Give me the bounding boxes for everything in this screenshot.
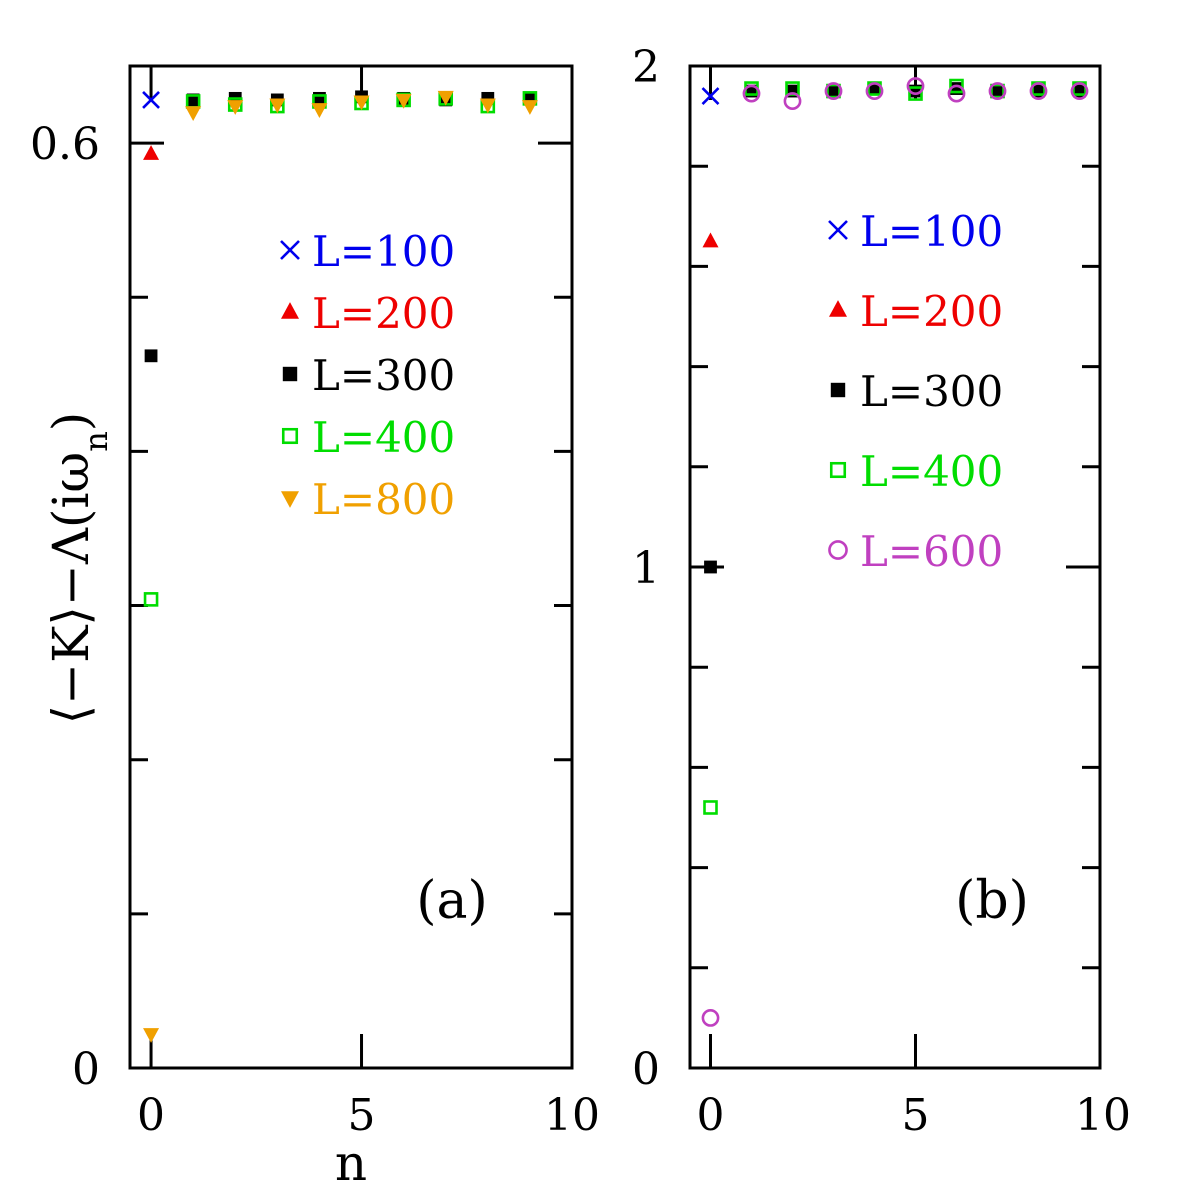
legend-label: L=800	[312, 475, 455, 524]
data-point	[143, 1028, 160, 1043]
data-point	[313, 91, 326, 105]
data-point	[1029, 82, 1048, 100]
y-tick-label: 2	[632, 42, 660, 93]
data-point	[824, 82, 843, 100]
x-tick-label: 0	[137, 1090, 165, 1141]
data-point	[991, 84, 1004, 98]
panel-label: (b)	[955, 871, 1029, 931]
data-point	[185, 106, 202, 122]
legend-marker	[829, 461, 847, 479]
legend-marker	[828, 220, 848, 240]
data-point	[479, 98, 496, 114]
x-tick-label: 5	[902, 1090, 930, 1141]
data-point	[742, 84, 761, 103]
data-point	[826, 83, 841, 99]
legend-label: L=100	[312, 227, 455, 276]
data-point	[703, 800, 718, 815]
legend-marker	[829, 300, 847, 317]
y-tick-label: 0	[72, 1044, 100, 1095]
legend: L=100 L=200 L=300 L=400 L=800	[280, 227, 455, 524]
data-point	[311, 103, 328, 118]
data-point	[704, 560, 717, 574]
data-point	[353, 95, 370, 111]
series-l-400	[143, 91, 538, 607]
data-point	[701, 87, 720, 105]
series-l-200	[702, 232, 719, 248]
legend-label: L=600	[860, 527, 1003, 576]
data-point	[395, 93, 412, 109]
y-tick-label: 1	[632, 543, 660, 594]
x-tick-label: 10	[1075, 1090, 1131, 1141]
data-point	[143, 592, 159, 607]
panel-a: 0 5 10 0 0.6 n ⟨−K⟩−Λ(iωn) L=100 L=200 L=300 L=400…	[30, 64, 600, 1192]
legend-label: L=100	[860, 207, 1003, 256]
data-point	[437, 90, 454, 106]
data-point	[142, 90, 160, 109]
legend-marker	[281, 491, 299, 508]
data-point	[144, 349, 158, 363]
series-l-600	[701, 77, 1089, 1027]
series-l-800	[143, 90, 538, 1043]
legend-label: L=200	[860, 287, 1003, 336]
legend-marker	[828, 540, 848, 560]
x-tick-label: 5	[348, 1090, 376, 1141]
legend-marker	[830, 382, 846, 398]
legend-label: L=400	[312, 413, 455, 462]
data-point	[990, 83, 1005, 99]
data-point	[908, 86, 923, 101]
series-l-100	[701, 87, 720, 105]
panel-label: (a)	[416, 871, 488, 931]
data-point	[949, 78, 964, 94]
legend-label: L=200	[312, 289, 455, 338]
data-point	[783, 92, 802, 110]
legend-label: L=300	[312, 351, 455, 400]
x-tick-label: 10	[544, 1090, 600, 1141]
plot-frame	[128, 64, 574, 1070]
x-tick-label: 0	[697, 1090, 725, 1141]
data-point	[865, 82, 884, 100]
data-point	[269, 98, 286, 114]
data-point	[827, 84, 840, 98]
legend-label: L=400	[860, 447, 1003, 496]
legend-marker	[281, 427, 299, 445]
legend-marker	[280, 240, 300, 260]
legend-label: L=300	[860, 367, 1003, 416]
series-l-200	[143, 145, 160, 160]
panel-b: 0 5 10 0 1 2 L=100 L=200 L=300 L=400 L=600 (b)	[632, 42, 1131, 1141]
x-axis-title: n	[335, 1134, 367, 1192]
data-point	[988, 82, 1007, 100]
data-point	[947, 84, 966, 103]
y-tick-label: 0	[632, 1044, 660, 1095]
data-point	[143, 145, 160, 160]
data-point	[906, 77, 925, 95]
legend-marker	[281, 302, 299, 319]
y-tick-label: 0.6	[30, 119, 100, 170]
data-point	[521, 100, 538, 115]
data-point	[227, 100, 244, 115]
data-point	[701, 1009, 720, 1027]
data-point	[1070, 82, 1089, 100]
legend: L=100 L=200 L=300 L=400 L=600	[828, 207, 1003, 576]
data-point	[702, 232, 719, 248]
series-l-100	[142, 90, 160, 109]
y-axis-title: ⟨−K⟩−Λ(iωn)	[42, 412, 115, 725]
legend-marker	[282, 366, 298, 382]
